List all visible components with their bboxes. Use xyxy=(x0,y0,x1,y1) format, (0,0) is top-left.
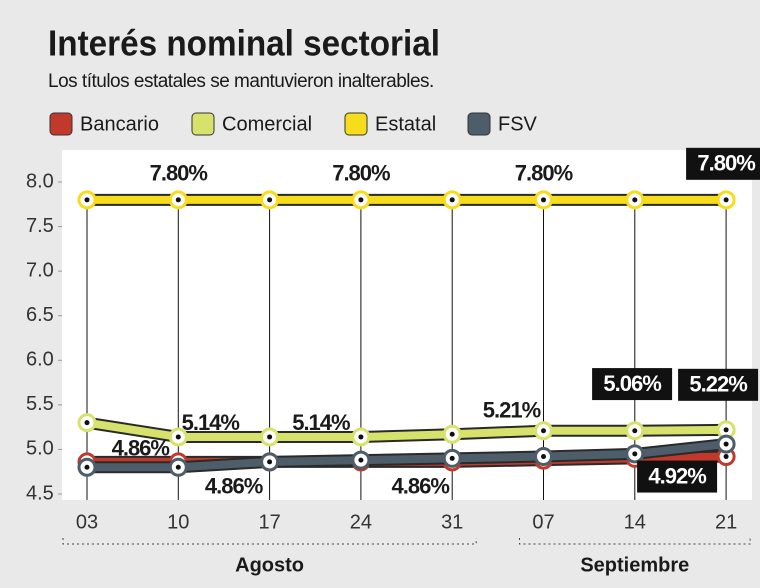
legend-swatch xyxy=(49,112,73,136)
point-dot xyxy=(449,431,455,437)
y-tick-label: 8.0 xyxy=(26,170,54,192)
point-dot xyxy=(723,441,729,447)
point-dot xyxy=(84,197,90,203)
legend-swatch xyxy=(344,112,368,136)
point-dot xyxy=(267,434,273,440)
value-label: 4.86% xyxy=(205,474,263,499)
point-dot xyxy=(267,197,273,203)
point-dot xyxy=(632,428,638,434)
point-dot xyxy=(723,197,729,203)
x-tick-label: 14 xyxy=(624,511,646,533)
value-label: 4.86% xyxy=(392,474,450,499)
value-label: 4.92% xyxy=(648,463,706,488)
point-dot xyxy=(449,197,455,203)
x-tick-label: 21 xyxy=(715,511,737,533)
y-tick-label: 7.0 xyxy=(26,259,54,281)
point-dot xyxy=(723,427,729,433)
y-tick-label: 5.0 xyxy=(26,438,54,460)
point-dot xyxy=(358,197,364,203)
group-label: Septiembre xyxy=(580,554,689,576)
y-tick-label: 5.5 xyxy=(26,393,54,415)
value-label: 7.80% xyxy=(515,161,573,186)
point-dot xyxy=(84,464,90,470)
point-dot xyxy=(449,455,455,461)
point-dot xyxy=(175,434,181,440)
legend-label: Estatal xyxy=(375,113,436,135)
value-label: 5.22% xyxy=(689,372,747,397)
value-label: 5.21% xyxy=(483,398,541,423)
point-dot xyxy=(632,197,638,203)
value-label: 5.06% xyxy=(603,371,661,396)
x-tick-label: 31 xyxy=(441,511,463,533)
point-dot xyxy=(175,464,181,470)
value-label-box xyxy=(592,368,673,401)
point-dot xyxy=(84,420,90,426)
value-label: 5.14% xyxy=(292,410,350,435)
group-label: Agosto xyxy=(235,554,304,576)
legend-swatch xyxy=(467,112,491,136)
legend-swatch xyxy=(191,112,215,136)
legend-label: Comercial xyxy=(222,113,312,135)
value-label: 5.14% xyxy=(182,410,240,435)
value-label-box xyxy=(686,147,760,180)
y-tick-label: 7.5 xyxy=(26,215,54,237)
x-tick-label: 07 xyxy=(532,511,554,533)
group-bracket xyxy=(519,538,751,545)
line xyxy=(87,440,727,472)
point-dot xyxy=(358,457,364,463)
legend-label: Bancario xyxy=(80,113,159,135)
point-dot xyxy=(358,434,364,440)
legend-label: FSV xyxy=(498,113,538,135)
value-label-box xyxy=(637,460,718,493)
line xyxy=(86,418,727,441)
point-dot xyxy=(175,197,181,203)
point-dot xyxy=(541,454,546,460)
value-label: 7.80% xyxy=(697,151,755,176)
point-dot xyxy=(267,459,273,465)
point-dot xyxy=(723,454,729,460)
y-tick-label: 4.5 xyxy=(26,482,54,504)
point-dot xyxy=(541,428,546,434)
value-label-box xyxy=(678,368,759,401)
x-tick-label: 03 xyxy=(76,511,98,533)
x-tick-label: 24 xyxy=(350,511,372,533)
y-tick-label: 6.0 xyxy=(26,349,54,371)
y-tick-label: 6.5 xyxy=(26,304,54,326)
x-tick-label: 17 xyxy=(258,511,280,533)
chart-title: Interés nominal sectorial xyxy=(48,23,440,64)
x-tick-label: 10 xyxy=(167,511,189,533)
chart-subtitle: Los títulos estatales se mantuvieron ina… xyxy=(48,71,434,92)
point-dot xyxy=(541,197,546,203)
value-label: 7.80% xyxy=(332,161,390,186)
value-label: 7.80% xyxy=(150,161,208,186)
point-dot xyxy=(632,451,638,457)
value-label: 4.86% xyxy=(112,436,170,461)
